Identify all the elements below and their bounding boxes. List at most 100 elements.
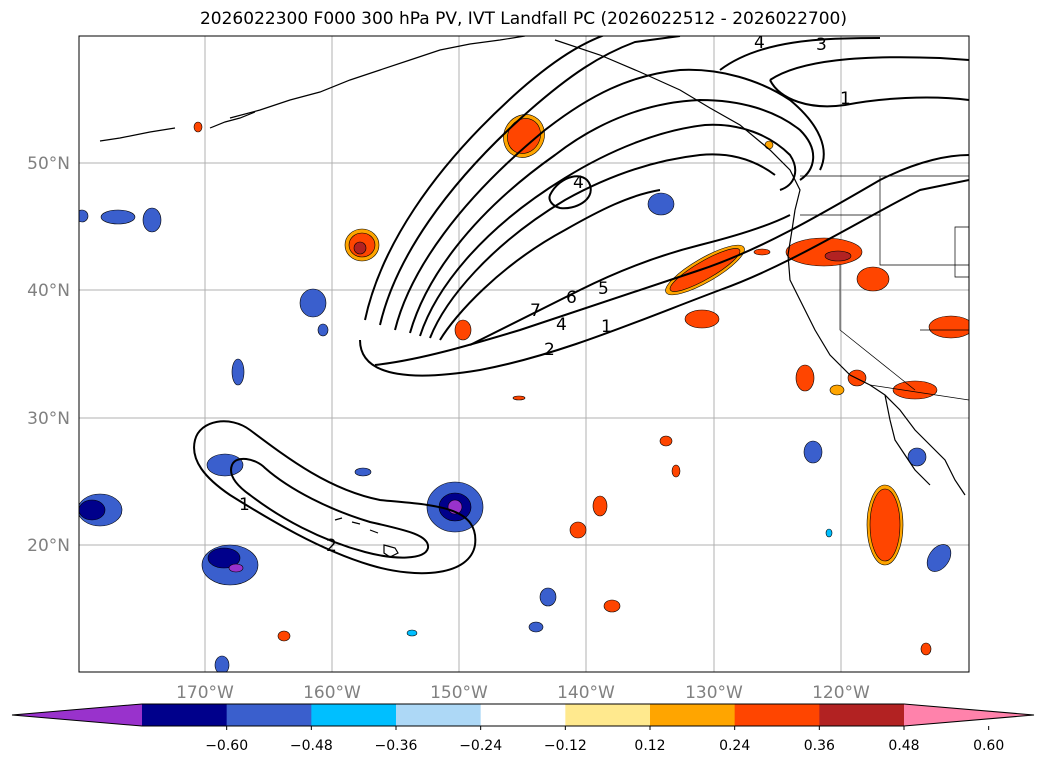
pv-blob xyxy=(539,587,557,607)
contour-label: 4 xyxy=(754,33,765,53)
lon-tick-label: 140°W xyxy=(557,683,615,703)
colorbar-tick-label: −0.24 xyxy=(459,738,502,754)
pv-blob xyxy=(671,464,681,478)
colorbar-segment xyxy=(396,704,482,726)
colorbar-tick-label: 0.24 xyxy=(719,738,750,754)
pv-blob xyxy=(79,499,106,521)
colorbar-segment xyxy=(650,704,736,726)
pv-blob xyxy=(317,323,329,337)
contour-line xyxy=(769,56,969,108)
california-coast xyxy=(787,209,966,496)
pv-blob xyxy=(907,447,927,467)
contour-line xyxy=(359,179,969,377)
contour-label: 7 xyxy=(530,301,541,321)
pv-blob xyxy=(528,621,544,633)
lat-tick-label: 30°N xyxy=(27,409,70,429)
pv-blob xyxy=(79,209,89,223)
pv-blob xyxy=(920,642,932,656)
contour-line xyxy=(419,123,797,337)
pv-blob xyxy=(928,315,969,339)
contour-line xyxy=(379,36,681,326)
pv-blob xyxy=(454,319,472,341)
state-border xyxy=(954,226,969,278)
pv-blob xyxy=(684,309,720,329)
graticule xyxy=(79,36,969,672)
contour-label: 2 xyxy=(326,536,337,556)
pv-blob xyxy=(100,209,136,225)
lat-tick-label: 50°N xyxy=(27,154,70,174)
pv-blob xyxy=(142,207,162,233)
alaska-peninsula xyxy=(209,111,256,129)
pv-blob xyxy=(569,521,587,539)
colorbar-segment xyxy=(311,704,397,726)
alaska-coast xyxy=(229,36,526,119)
colorbar-segment xyxy=(734,704,820,726)
colorbar-outline xyxy=(11,703,1035,727)
contour-line xyxy=(439,189,661,341)
pv-blob xyxy=(647,192,675,216)
contour-label: 5 xyxy=(598,279,609,299)
pv-blob xyxy=(795,364,815,392)
aleutian-islands xyxy=(99,127,176,142)
pv-blob xyxy=(214,655,230,672)
contour-label: 1 xyxy=(601,317,612,337)
pv-blob xyxy=(231,358,245,386)
pv-blob xyxy=(869,488,901,562)
colorbar-segment xyxy=(819,704,905,726)
contour-label: 3 xyxy=(816,35,827,55)
colorbar-tick-label: −0.60 xyxy=(205,738,248,754)
colorbar-tick-label: 0.36 xyxy=(804,738,835,754)
contour-label: 4 xyxy=(556,315,567,335)
pv-positive-anomalies xyxy=(193,114,969,656)
contour-line xyxy=(429,153,776,339)
ivt-contours xyxy=(193,36,969,575)
contour-line xyxy=(719,37,881,71)
pv-blob xyxy=(603,599,621,613)
contour-line xyxy=(374,154,969,366)
pv-blob xyxy=(753,248,771,256)
contour-line xyxy=(548,175,592,210)
lon-tick-label: 170°W xyxy=(176,683,234,703)
lon-tick-label: 120°W xyxy=(812,683,870,703)
hawaii-islands xyxy=(334,517,399,558)
pv-blob xyxy=(803,440,823,464)
map-frame xyxy=(78,35,970,673)
pv-blob xyxy=(193,121,203,133)
pv-blob xyxy=(824,250,852,262)
pacific-northwest-coast xyxy=(554,39,801,211)
colorbar-segment xyxy=(226,704,312,726)
pv-blob xyxy=(228,563,244,573)
colorbar-tick-label: −0.36 xyxy=(375,738,418,754)
contour-line xyxy=(409,98,815,334)
pv-negative-anomalies xyxy=(79,192,952,672)
contour-label: 2 xyxy=(544,340,555,360)
pv-blob xyxy=(354,467,372,477)
pv-blob xyxy=(669,248,741,292)
colorbar-tick-label: 0.12 xyxy=(634,738,665,754)
pv-blob xyxy=(299,288,327,318)
contour-labels: 4 3 1 4 7 6 5 4 2 1 1 2 xyxy=(239,33,851,556)
lon-tick-label: 150°W xyxy=(430,683,488,703)
baja-coast xyxy=(884,394,931,486)
contour-line xyxy=(193,420,477,575)
pv-blob xyxy=(856,266,890,292)
colorbar-extend-max xyxy=(904,704,1034,726)
plot-title: 2026022300 F000 300 hPa PV, IVT Landfall… xyxy=(199,9,847,29)
contour-label: 1 xyxy=(840,89,851,109)
contour-line xyxy=(230,457,430,559)
contour-line xyxy=(364,36,605,321)
colorbar-tick-label: 0.60 xyxy=(973,738,1004,754)
colorbar-tick-label: −0.12 xyxy=(544,738,587,754)
us-mexico-border xyxy=(869,384,969,401)
contour-label: 6 xyxy=(566,288,577,308)
lon-tick-label: 160°W xyxy=(303,683,361,703)
pv-blob xyxy=(926,544,952,572)
contour-line xyxy=(469,214,791,346)
colorbar-tick-label: −0.48 xyxy=(290,738,333,754)
coastlines xyxy=(99,36,969,558)
lat-tick-label: 20°N xyxy=(27,536,70,556)
lon-tick-label: 130°W xyxy=(685,683,743,703)
colorbar-segment xyxy=(565,704,651,726)
pv-blob xyxy=(512,395,526,401)
